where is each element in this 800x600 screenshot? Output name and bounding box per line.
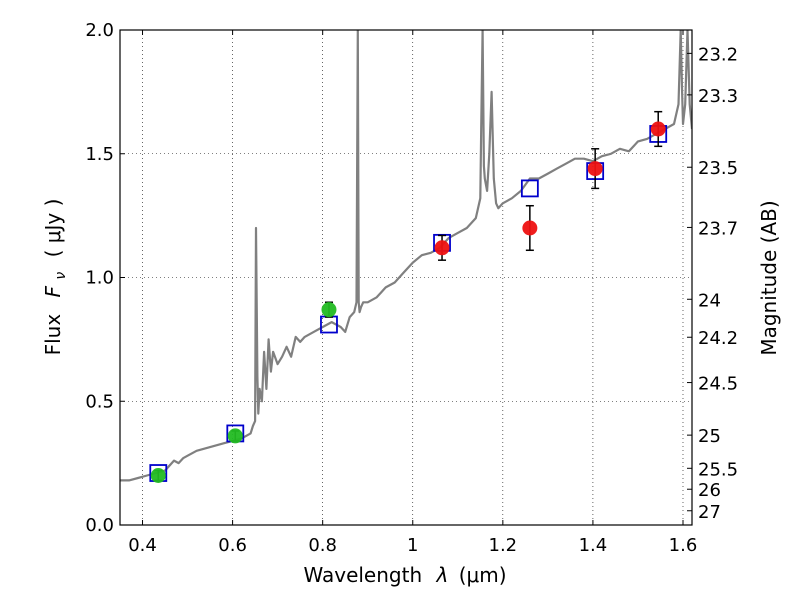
y2-tick-label: 26 [698,480,721,501]
observed-photometry-point [150,468,166,483]
y-tick-label: 0.5 [85,391,114,412]
y-tick-label: 0.0 [85,515,114,536]
x-tick-label: 0.4 [128,535,157,556]
x-tick-label: 1.2 [489,535,518,556]
y2-tick-label: 23.2 [698,44,738,65]
observed-photometry-point [587,161,603,177]
x-axis-label: Wavelength λ (μm) [303,563,506,587]
photometry-layer [149,110,668,483]
spectrum-line [120,30,692,482]
y2-tick-label: 24.2 [698,328,738,349]
tick-marks [120,29,692,526]
y-tick-label: 1.5 [85,144,114,165]
y2-tick-label: 23.5 [698,158,738,179]
observed-photometry-point [227,428,243,444]
model-photometry-square [520,179,539,198]
observed-photometry-point [434,240,450,256]
model-spectrum-layer [120,30,692,482]
x-tick-label: 1.6 [669,535,698,556]
observed-photometry-point [650,121,666,137]
y-axis-label: Flux F ν ( μJy ) [41,199,70,356]
plot-frame [119,29,693,526]
y2-tick-label: 23.7 [698,218,738,239]
tick-labels: 0.4 0.6 0.8 1 1.2 1.4 1.6 0.0 0.5 1.0 1.5 2.0 23.2 23… [85,20,738,556]
grid-lines [120,29,692,526]
y2-tick-label: 27 [698,502,721,523]
observed-photometry-point [522,220,538,236]
x-tick-label: 0.8 [308,535,337,556]
y2-axis-label: Magnitude (AB) [757,200,781,355]
y-tick-label: 2.0 [85,20,114,41]
y2-tick-label: 25 [698,426,721,447]
y2-tick-label: 24.5 [698,374,738,395]
x-tick-label: 1.4 [579,535,608,556]
y-tick-label: 1.0 [85,268,114,289]
y2-tick-label: 25.5 [698,459,738,480]
y2-tick-label: 24 [698,290,721,311]
y2-tick-label: 23.3 [698,86,738,107]
observed-photometry-point [321,302,337,318]
x-tick-label: 0.6 [218,535,247,556]
x-tick-label: 1 [407,535,418,556]
